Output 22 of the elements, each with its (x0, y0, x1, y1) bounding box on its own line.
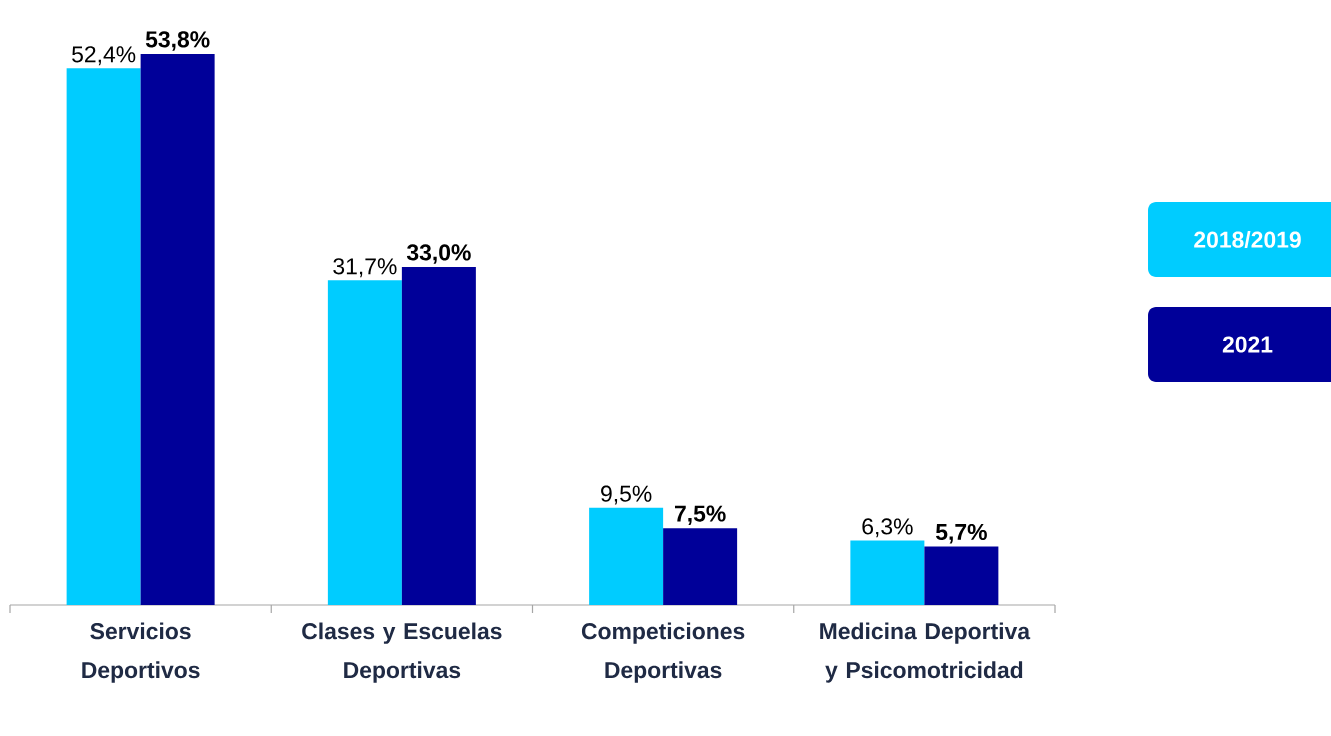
x-tick-label: Competiciones Deportivas (581, 622, 745, 683)
data-label: 53,8% (145, 31, 210, 51)
data-label: 52,4% (72, 46, 136, 66)
bar (924, 546, 999, 605)
data-label: 6,3% (862, 518, 913, 538)
data-label: 33,0% (406, 244, 471, 264)
bar (850, 540, 925, 605)
data-label: 7,5% (674, 505, 726, 525)
bar (66, 68, 141, 605)
bar (327, 280, 402, 605)
bar (589, 507, 664, 605)
text: 2021 (1222, 336, 1273, 353)
bar (401, 267, 476, 605)
x-tick-label: Medicina Deportiva y Psicomotricidad (820, 622, 1031, 683)
text: 2018/2019 (1194, 230, 1301, 249)
x-tick-label: Clases y Escuelas Deportivas (302, 622, 502, 683)
bar (663, 528, 738, 605)
data-label: 9,5% (601, 485, 652, 505)
bar (140, 53, 215, 605)
data-label: 5,7% (935, 523, 987, 544)
data-label: 31,7% (333, 258, 397, 278)
x-tick-label: Servicios Deportivos (82, 622, 200, 683)
